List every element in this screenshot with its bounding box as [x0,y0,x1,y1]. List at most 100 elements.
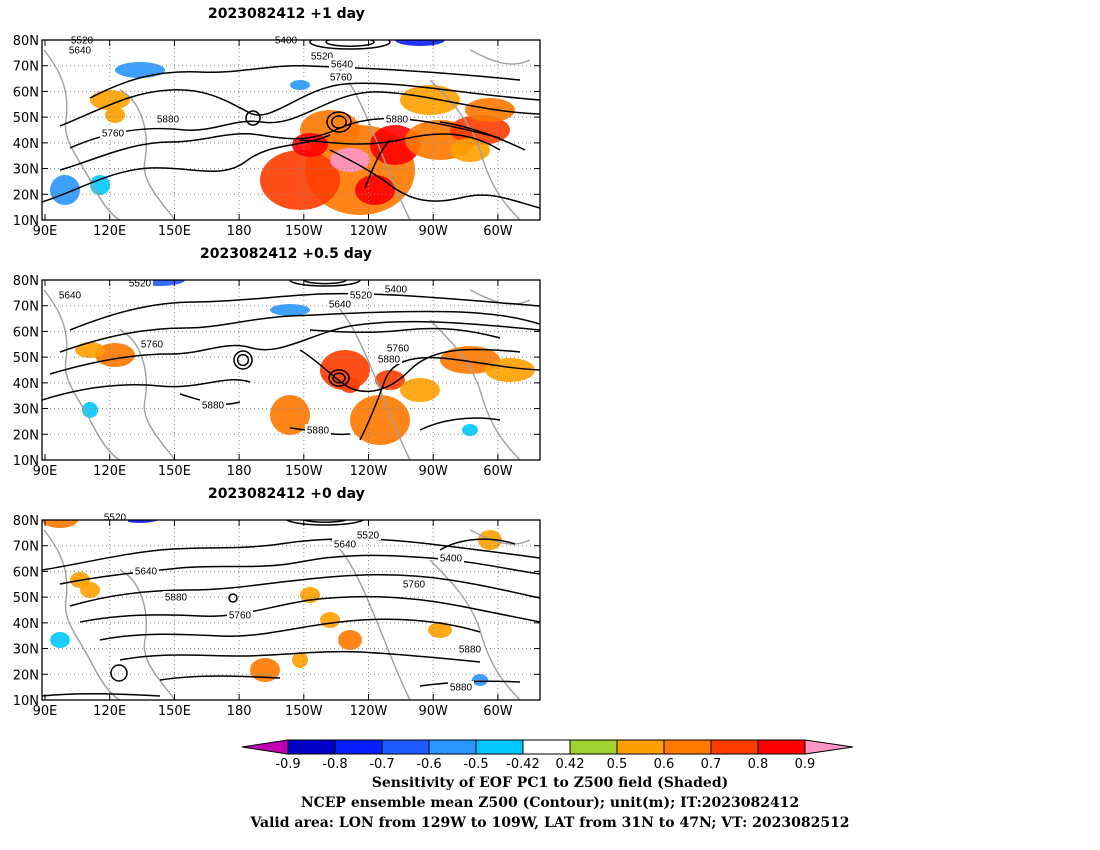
colorbar-label: 0.6 [654,757,675,772]
z500-closed-low [331,115,347,129]
contour-label: 5520 [311,52,334,63]
colorbar-swatch [381,739,430,755]
lat-label: 50N [13,591,39,606]
shaded-sensitivity [472,674,488,686]
z500-closed-low [289,280,361,287]
z500-closed-low [233,350,253,370]
lon-label: 150E [158,704,191,719]
shaded-sensitivity [320,612,340,628]
contour-label: 5640 [59,291,82,302]
z500-closed-low [285,520,365,526]
map-frame [41,279,541,461]
lat-label: 40N [13,377,39,392]
contour-label: 5760 [141,340,164,351]
contour-label: 5760 [330,73,353,84]
map-frame [41,39,541,221]
colorbar-label: 0.7 [701,757,722,772]
shaded-sensitivity [462,424,478,436]
shaded-sensitivity [115,62,165,78]
z500-contour [59,82,540,127]
shaded-sensitivity [428,622,452,638]
z500-closed-low [301,520,349,523]
z500-closed-low [332,372,346,384]
colorbar-label: -0.42 [506,757,540,772]
map-panel: 5520552056405400564057605880576058805880… [13,511,541,719]
lon-label: 60W [483,464,513,479]
z500-contour [439,121,526,151]
z500-contour [159,675,281,681]
shaded-sensitivity [50,632,70,648]
contour-label: 5880 [307,426,330,437]
colorbar-swatch [475,739,524,755]
contour-label: 5520 [350,291,373,302]
colorbar-label: -0.9 [275,757,300,772]
contour-label: 5640 [135,567,158,578]
colorbar: -0.9 -0.8 -0.7 -0.6 -0.5 -0.42 0.42 0.5 0.6 0.7 0.… [241,739,854,772]
colorbar-label: -0.5 [463,757,488,772]
lat-label: 70N [13,60,39,75]
colorbar-swatch [710,739,759,755]
caption-line-3: Valid area: LON from 129W to 109W, LAT f… [250,815,850,831]
shaded-sensitivity [400,378,440,402]
colorbar-label: 0.42 [556,757,585,772]
shaded-sensitivity [80,582,100,598]
panel-title: 2023082412 +0.5 day [200,246,372,262]
panel-title: 2023082412 +0 day [208,486,365,502]
contour-label: 5520 [357,531,380,542]
shaded-sensitivity [250,658,280,682]
shaded-sensitivity [270,395,310,435]
shaded-sensitivity [270,304,310,316]
lat-label: 80N [13,514,39,529]
contour-label: 5880 [378,355,401,366]
lat-label: 10N [13,454,39,469]
z500-closed-low [325,40,375,47]
lon-label: 90W [418,704,448,719]
contour-label: 5880 [165,593,188,604]
contour-label: 5640 [334,540,357,551]
shaded-sensitivity [50,175,80,205]
lon-label: 150E [158,224,191,239]
shaded-sensitivity [121,520,159,523]
contour-label: 5760 [229,611,252,622]
lat-label: 50N [13,111,39,126]
z500-contour [42,134,331,203]
colorbar-arrow-low [241,739,289,755]
shaded-sensitivity [290,80,310,90]
lon-label: 90W [418,464,448,479]
z500-contour [69,573,540,607]
lat-label: 10N [13,214,39,229]
z500-closed-low [110,664,128,682]
shaded-sensitivity [465,98,515,122]
shaded-sensitivity [355,175,395,205]
lat-label: 80N [13,274,39,289]
lat-label: 50N [13,351,39,366]
contour-label: 5760 [403,580,426,591]
shaded-sensitivity [440,346,500,374]
lon-label: 150E [158,464,191,479]
shaded-sensitivity [292,133,328,157]
lon-label: 120E [93,704,126,719]
lon-label: 180 [227,224,252,239]
colorbar-label: 0.9 [795,757,816,772]
z500-contour [119,650,481,663]
lon-label: 120W [350,224,388,239]
shaded-sensitivity [75,342,105,358]
lon-label: 180 [227,704,252,719]
contour-label: 5640 [69,46,92,57]
z500-closed-low [326,111,352,133]
lat-label: 40N [13,617,39,632]
lon-label: 60W [483,704,513,719]
lon-label: 150W [285,704,323,719]
z500-contour [69,91,540,149]
lat-label: 40N [13,137,39,152]
colorbar-swatch [616,739,665,755]
shaded-sensitivity [395,40,445,46]
contour-label: 5640 [329,300,352,311]
contour-label: 5400 [385,285,408,296]
z500-closed-low [236,353,250,367]
colorbar-label: 0.8 [748,757,769,772]
shaded-sensitivity [260,150,340,210]
z500-closed-low [245,110,261,126]
z500-closed-low [328,369,350,387]
lon-label: 90E [33,464,58,479]
